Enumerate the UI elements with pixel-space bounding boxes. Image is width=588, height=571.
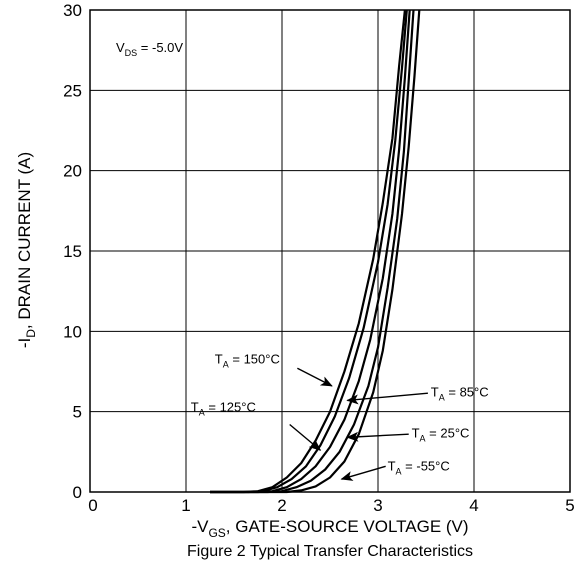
series-label-1: TA = 125°C (191, 400, 256, 418)
y-tick-label-0: 0 (73, 483, 82, 502)
series-line-1 (210, 9, 408, 494)
annotation-arrow-2 (346, 392, 428, 405)
x-axis-title: -VGS, GATE-SOURCE VOLTAGE (V) (191, 517, 468, 540)
y-tick-labels: 0 5 10 15 20 25 30 (63, 1, 82, 502)
x-tick-label-3: 3 (373, 496, 382, 515)
y-tick-label-5: 5 (73, 403, 82, 422)
x-tick-label-4: 4 (469, 496, 478, 515)
series-annotation-3: TA = 25°C (346, 425, 470, 443)
series-label-4: TA = -55°C (388, 458, 450, 476)
series-line-2 (210, 9, 411, 494)
series-label-0: TA = 150°C (215, 351, 280, 369)
series-annotation-0: TA = 150°C (215, 351, 333, 387)
series-label-3: TA = 25°C (412, 425, 470, 443)
y-tick-label-15: 15 (63, 242, 82, 261)
series-annotation-4: TA = -55°C (340, 458, 450, 481)
x-tick-label-0: 0 (88, 496, 97, 515)
annotation-arrow-1 (289, 423, 322, 451)
x-tick-label-1: 1 (181, 496, 190, 515)
y-tick-label-25: 25 (63, 81, 82, 100)
series-line-4 (210, 9, 421, 494)
vds-condition-label: VDS = -5.0V (116, 40, 183, 58)
series-line-0 (210, 9, 406, 494)
annotation-arrow-0 (297, 367, 333, 387)
x-tick-labels: 0 1 2 3 4 5 (88, 496, 574, 515)
y-axis-title: -ID, DRAIN CURRENT (A) (15, 152, 38, 348)
y-tick-label-30: 30 (63, 1, 82, 20)
series-annotation-1: TA = 125°C (191, 400, 322, 451)
series-annotation-2: TA = 85°C (346, 384, 489, 405)
grid (90, 10, 570, 492)
series-label-2: TA = 85°C (431, 384, 489, 402)
series-lines (210, 9, 421, 494)
y-tick-label-20: 20 (63, 162, 82, 181)
figure-caption: Figure 2 Typical Transfer Characteristic… (187, 543, 473, 560)
series-line-3 (210, 9, 415, 494)
x-tick-label-2: 2 (277, 496, 286, 515)
y-tick-label-10: 10 (63, 322, 82, 341)
x-tick-label-5: 5 (565, 496, 574, 515)
annotation-arrow-3 (346, 431, 409, 442)
annotation-arrow-4 (340, 465, 386, 481)
plot-frame (89, 9, 571, 493)
series-annotations: TA = 150°C TA = 125°C TA = 85°C TA = 25°C TA… (191, 351, 489, 481)
